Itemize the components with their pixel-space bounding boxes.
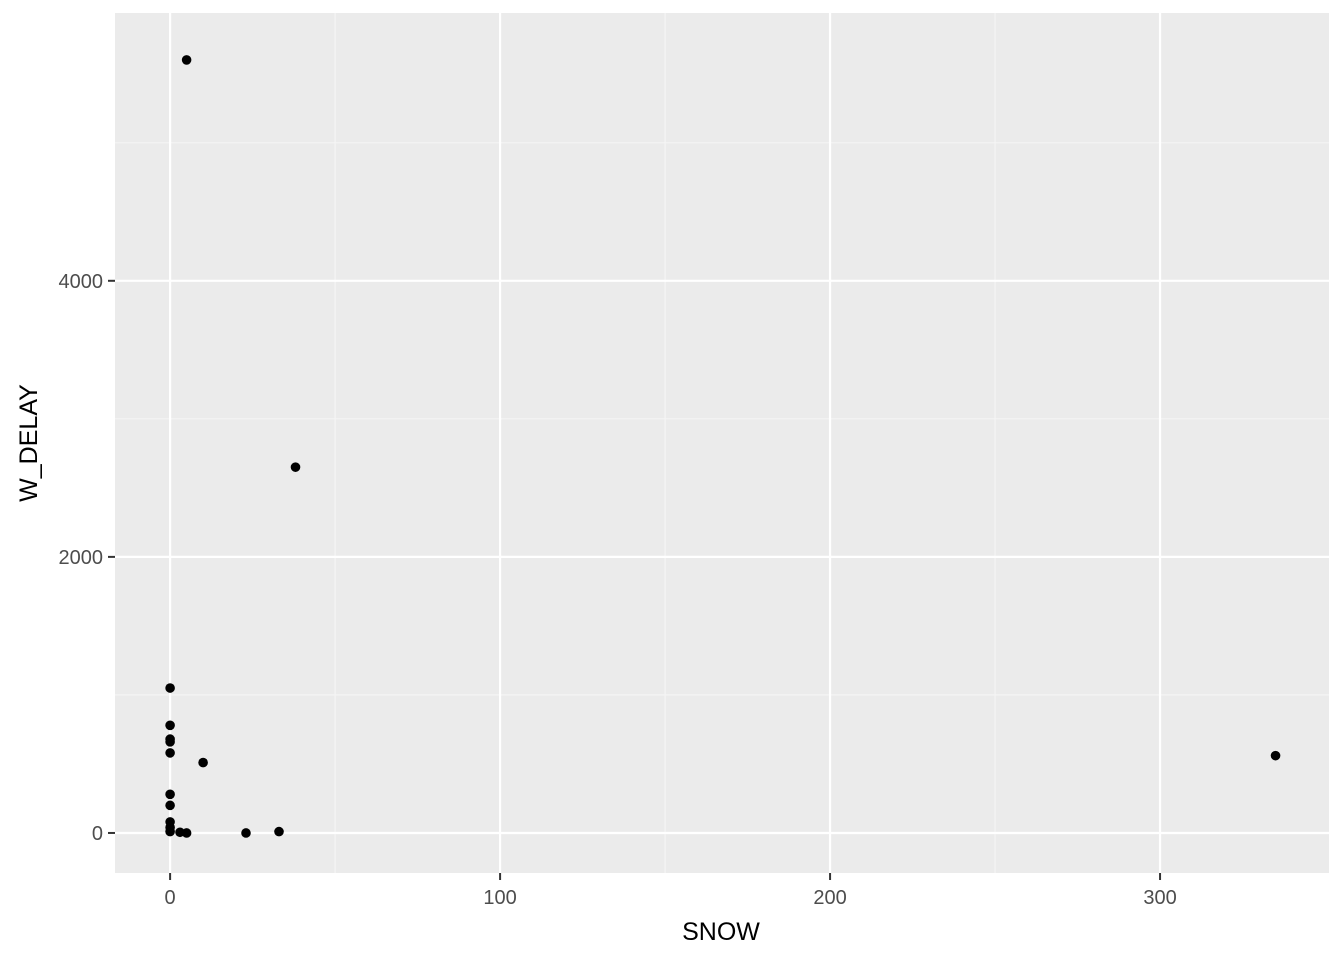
y-tick-label: 0 xyxy=(92,823,103,845)
data-point xyxy=(165,748,175,758)
minor-gridlines xyxy=(115,13,1329,873)
x-axis-title: SNOW xyxy=(682,918,760,946)
data-point xyxy=(165,800,175,811)
data-point xyxy=(181,55,192,65)
data-point xyxy=(165,826,175,837)
y-axis-title: W_DELAY xyxy=(15,384,43,502)
data-points xyxy=(165,55,1281,838)
y-tick-label: 2000 xyxy=(59,547,104,569)
x-tick-label: 200 xyxy=(813,887,846,909)
data-point xyxy=(165,737,175,747)
plot-panel xyxy=(115,13,1329,873)
data-point xyxy=(165,720,175,731)
y-axis-ticks: 0 2000 4000 xyxy=(59,271,115,845)
data-point xyxy=(274,826,284,837)
x-tick-label: 300 xyxy=(1143,887,1176,909)
y-tick-label: 4000 xyxy=(59,271,104,293)
x-tick-label: 0 xyxy=(165,887,176,909)
data-point xyxy=(1270,750,1281,761)
data-point xyxy=(290,462,301,472)
data-point xyxy=(165,789,175,800)
x-tick-label: 100 xyxy=(483,887,516,909)
x-axis-ticks: 0 100 200 300 xyxy=(165,873,1177,909)
data-point xyxy=(241,828,251,838)
data-point xyxy=(165,683,175,693)
major-gridlines xyxy=(115,13,1329,873)
data-point xyxy=(198,757,208,768)
data-point xyxy=(181,828,192,838)
